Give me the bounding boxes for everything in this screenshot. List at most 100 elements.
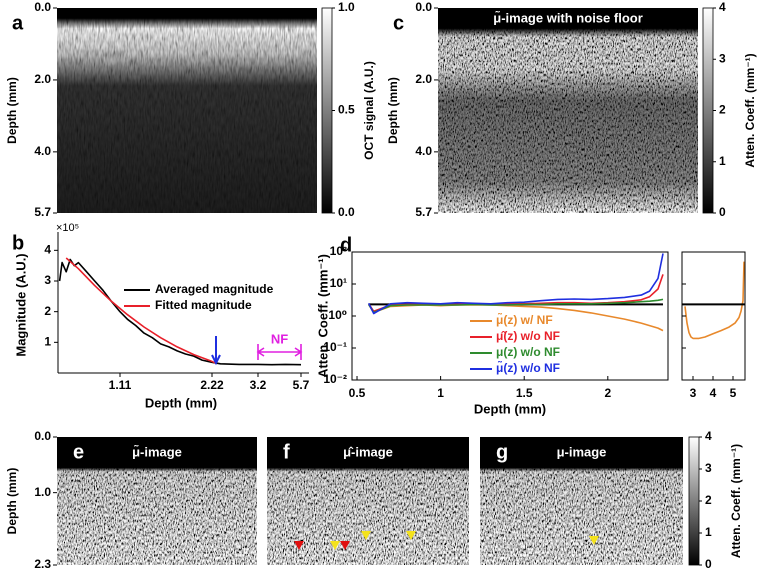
x-tick-label: 5 [730,386,737,400]
line [58,258,302,366]
x-tick-label: 4 [710,386,717,400]
colorbar [688,436,700,566]
y-tick-label: 0.0 [34,0,51,14]
span-arrow [256,344,303,360]
y-tick-label: 10¹ [330,276,347,290]
arrowhead [330,541,340,550]
inset [684,261,745,340]
colorbar-label: Atten. Coeff. (mm⁻¹) [743,53,757,167]
panel-label: g [496,441,508,463]
title-bar [480,437,683,467]
y-tick-label: 10⁻¹ [323,340,347,354]
x-tick-label: 1.5 [516,386,533,400]
x-tick-label: 0.5 [349,386,366,400]
y-tick-label: 1 [44,335,51,349]
image [480,437,683,565]
image-title: μ-image [557,444,607,459]
arrowheads [294,531,599,550]
x-tick-label: 1 [437,386,444,400]
colorbar-tick-label: 1.0 [338,0,355,14]
arrowhead [406,531,416,540]
colorbar-tick-label: 0 [705,557,712,571]
x-tick-label: 2 [604,386,611,400]
colorbar [321,7,333,214]
y-tick-label: 3 [44,273,51,287]
y-axis-label: Atten. Coeff. (mm⁻¹) [315,254,330,378]
x-tick-label: 5.7 [293,378,310,392]
panel-label: d [340,234,352,256]
y-axis-label: Depth (mm) [5,77,19,144]
panel-label: f [283,441,290,463]
image-title: μ̃-image [132,444,182,459]
x-tick-label: 3 [690,386,697,400]
legend-label: Fitted magnitude [155,298,252,312]
arrowhead [361,531,371,540]
colorbar-tick-label: 0 [719,205,726,219]
line [368,298,664,314]
legend-label: μ̃(z) w/ NF [496,312,553,327]
panel-label: b [12,232,24,254]
colorbar-tick-label: 3 [705,461,712,475]
title-bar [438,8,698,28]
colorbar-tick-label: 2 [719,103,726,117]
y-multiplier: ×10⁵ [56,222,79,234]
y-tick-label: 5.7 [415,205,432,219]
colorbar-tick-label: 2 [705,493,712,507]
y-tick-label: 2 [44,304,51,318]
colorbar-tick-label: 4 [719,0,726,14]
title-bar [57,437,257,467]
y-tick-label: 4.0 [34,144,51,158]
x-axis-label: Depth (mm) [145,395,217,410]
title-bar [267,437,469,467]
arrow [211,336,221,366]
y-tick-label: 10⁻² [323,372,347,386]
line [367,253,664,315]
y-tick-label: 2.3 [34,557,51,571]
image-title: μ̂-image [343,444,393,459]
image [438,8,698,213]
arrowhead [340,541,350,550]
y-tick-label: 0.0 [415,0,432,14]
colorbar [702,7,714,214]
y-tick-label: 4 [44,243,51,257]
image-title: μ̃-image with noise floor [493,10,643,25]
x-tick-label: 2.22 [200,378,224,392]
legend-label: μ̃(z) w/o NF [496,360,560,375]
panel-label: c [393,12,404,34]
colorbar-label: Atten. Coeff. (mm⁻¹) [729,444,743,558]
arrowhead [589,536,599,545]
legend-label: μ(z) w/o NF [496,345,560,359]
y-axis-label: Magnitude (A.U.) [13,253,28,356]
x-tick-label: 3.2 [250,378,267,392]
colorbar-tick-label: 0.0 [338,205,355,219]
y-tick-label: 4.0 [415,144,432,158]
image-shade [57,8,317,213]
colorbar-tick-label: 1 [705,525,712,539]
legend-label: Averaged magnitude [155,282,274,296]
line [684,261,745,340]
image [57,437,257,565]
y-tick-label: 10⁰ [328,308,347,322]
panel-label: e [73,441,84,463]
arrowhead [294,541,304,550]
colorbar-tick-label: 1 [719,154,726,168]
image-shade [438,8,698,213]
y-tick-label: 2.0 [34,72,51,86]
colorbar-tick-label: 3 [719,51,726,65]
y-tick-label: 0.0 [34,429,51,443]
inset-frame [681,251,746,381]
y-axis-label: Depth (mm) [5,468,19,535]
panel-label: a [12,12,24,34]
colorbar-tick-label: 4 [705,429,712,443]
y-axis-label: Depth (mm) [386,77,400,144]
legend-label: μ̂(z) w/o NF [496,329,560,343]
image [57,8,317,213]
y-tick-label: 5.7 [34,205,51,219]
colorbar-label: OCT signal (A.U.) [362,61,376,160]
x-axis-label: Depth (mm) [474,401,546,416]
colorbar-tick-label: 0.5 [338,103,355,117]
y-tick-label: 2.0 [415,72,432,86]
line [65,257,217,364]
